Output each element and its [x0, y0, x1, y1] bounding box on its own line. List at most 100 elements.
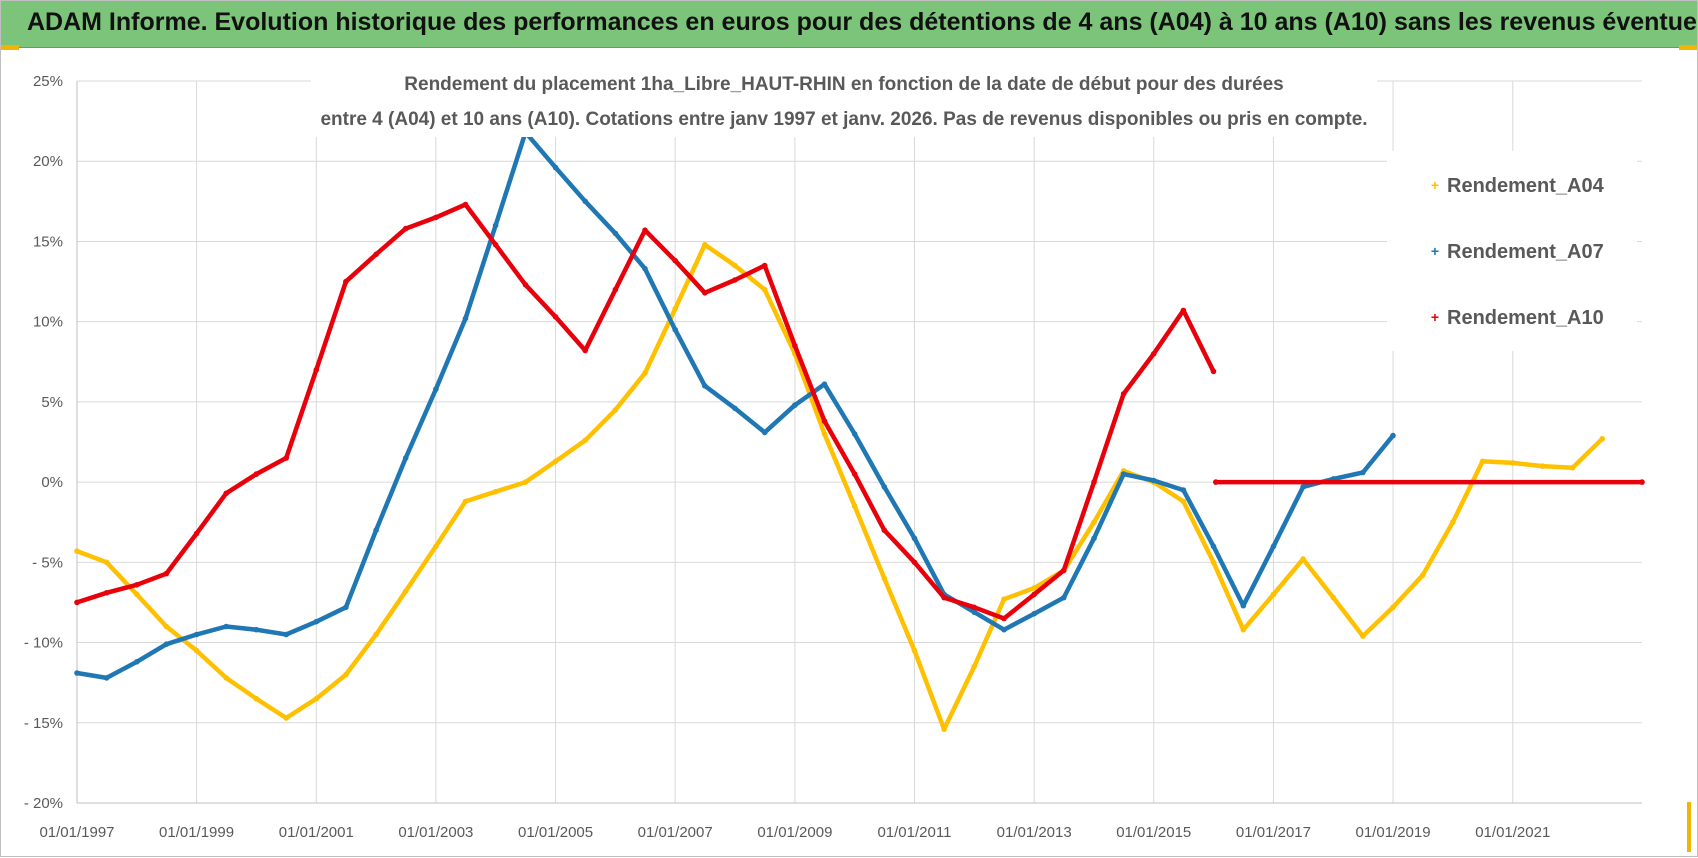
data-point [1270, 543, 1277, 550]
data-point [253, 626, 260, 633]
data-point [821, 381, 828, 388]
data-point [283, 455, 290, 461]
data-point [672, 257, 678, 264]
data-point [492, 488, 499, 495]
data-point [1120, 391, 1127, 397]
data-point [642, 265, 648, 272]
data-point [1569, 464, 1576, 471]
data-point [941, 594, 947, 601]
data-point [193, 647, 200, 654]
data-point [672, 306, 678, 312]
y-tick-label: - 20% [24, 795, 63, 812]
series-Rendement_A04 [74, 241, 1605, 732]
data-point [821, 418, 828, 424]
data-point [134, 582, 140, 588]
data-point [74, 670, 80, 676]
data-point [1240, 602, 1247, 609]
x-tick-label: 01/01/2001 [279, 824, 354, 841]
data-point [402, 588, 409, 594]
y-tick-label: - 5% [32, 554, 63, 571]
data-point [1001, 626, 1007, 633]
data-point [433, 386, 439, 392]
x-tick-label: 01/01/2005 [518, 824, 593, 841]
data-point [761, 286, 768, 293]
data-point [1210, 368, 1217, 375]
data-point [1300, 484, 1306, 490]
data-point [732, 262, 738, 269]
data-point [881, 484, 888, 490]
data-point [1061, 594, 1067, 601]
data-point [702, 241, 708, 248]
legend-entry: Rendement_A04 [1447, 175, 1605, 197]
data-point [343, 671, 349, 678]
data-point [343, 278, 349, 285]
data-point [911, 535, 918, 542]
data-point [402, 225, 409, 232]
data-point [1360, 633, 1366, 639]
y-tick-label: - 15% [24, 715, 63, 732]
data-point [1213, 479, 1219, 485]
series-Rendement_A07 [74, 129, 1396, 681]
corner-accent-top-left [1, 45, 19, 50]
data-point [343, 604, 349, 611]
x-tick-label: 01/01/2017 [1236, 824, 1311, 841]
data-point [492, 222, 499, 229]
data-point [851, 431, 858, 437]
data-point [552, 458, 559, 465]
legend-marker: + [1431, 243, 1439, 259]
data-point [582, 347, 588, 354]
data-point [1510, 460, 1516, 466]
data-point [1390, 604, 1396, 611]
data-point [612, 230, 619, 237]
data-point [1061, 567, 1067, 574]
data-point [612, 286, 619, 293]
legend-marker: + [1431, 177, 1439, 193]
chart-title-line-2: entre 4 (A04) et 10 ans (A10). Cotations… [320, 109, 1367, 130]
legend-background [1387, 151, 1637, 351]
data-point [462, 498, 469, 505]
chart-title-line-1: Rendement du placement 1ha_Libre_HAUT-RH… [404, 74, 1283, 95]
data-point [1091, 535, 1097, 542]
x-tick-label: 01/01/1999 [159, 824, 234, 841]
data-point [1091, 519, 1097, 525]
data-point [193, 631, 200, 638]
y-tick-label: 0% [41, 474, 63, 491]
data-point [851, 471, 858, 477]
legend-entry: Rendement_A10 [1447, 307, 1604, 329]
data-point [223, 490, 229, 497]
data-point [402, 455, 409, 461]
data-point [223, 675, 229, 681]
x-tick-label: 01/01/2013 [997, 824, 1072, 841]
data-point [103, 559, 110, 566]
data-point [941, 726, 947, 732]
data-point [1031, 591, 1037, 598]
data-point [552, 314, 559, 320]
data-point [642, 227, 648, 233]
data-point [1150, 351, 1157, 357]
data-point [134, 659, 140, 665]
series-lines [74, 129, 1645, 732]
data-point [253, 471, 260, 477]
data-point [881, 575, 888, 582]
data-point [702, 290, 708, 296]
data-point [1330, 594, 1337, 601]
data-point [911, 559, 918, 566]
data-point [792, 402, 798, 408]
data-point [163, 570, 170, 577]
data-point [462, 201, 469, 208]
data-point [1539, 463, 1546, 469]
data-point [193, 530, 200, 537]
data-point [761, 262, 768, 269]
data-point [163, 641, 170, 647]
data-point [433, 214, 439, 221]
data-point [582, 198, 588, 205]
data-point [1210, 543, 1217, 550]
data-point [313, 618, 320, 625]
data-point [1031, 585, 1037, 591]
x-tick-label: 01/01/2009 [757, 824, 832, 841]
y-tick-label: 25% [33, 73, 63, 90]
data-point [74, 599, 80, 606]
data-point [492, 241, 499, 248]
x-tick-label: 01/01/2019 [1356, 824, 1431, 841]
